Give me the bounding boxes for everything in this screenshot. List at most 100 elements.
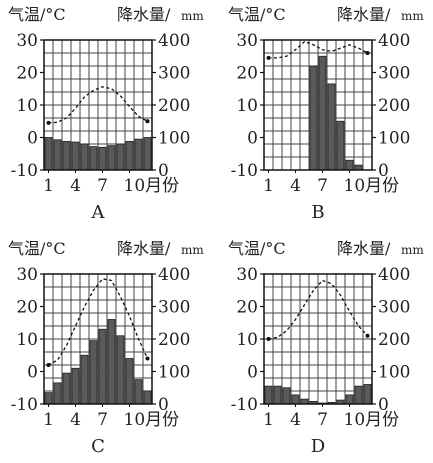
precipitation-bar [282,387,291,405]
precipitation-bar [125,358,134,405]
left-tick-label: 0 [247,129,258,149]
right-tick-label: 300 [158,298,190,318]
header-temperature: 气温/°C [8,5,66,24]
right-tick-label: 100 [158,363,190,383]
temperature-line [48,86,148,124]
precipitation-bar [336,120,345,171]
header-precipitation: 降水量/ [337,5,391,24]
right-tick-label: 100 [158,129,190,149]
precipitation-bar [89,146,98,171]
right-tick-label: 0 [378,395,389,415]
left-tick-label: 0 [27,129,38,149]
precipitation-bar [53,139,62,171]
precipitation-bar [44,137,53,171]
precipitation-bar [116,335,125,405]
left-tick-label: 10 [236,96,258,116]
x-tick-label: 10月份 [344,176,400,196]
panel-label: C [91,436,105,457]
x-tick-label: 4 [290,176,301,196]
x-tick-label: 10月份 [124,176,180,196]
left-tick-label: 20 [236,298,258,318]
precipitation-bar [345,159,354,171]
x-tick-label: 1 [263,410,274,430]
precipitation-bar [116,143,125,171]
right-tick-label: 400 [378,265,410,285]
panel-label: A [91,202,106,223]
precipitation-bar [134,138,143,171]
temperature-point [145,119,150,124]
precipitation-bar [291,394,300,405]
x-tick-label: 1 [43,410,54,430]
temperature-line [268,40,368,59]
right-tick-label: 300 [378,64,410,84]
header-temperature: 气温/°C [228,239,286,258]
header-precipitation: 降水量/ [337,239,391,258]
right-tick-label: 200 [378,330,410,350]
left-tick-label: 20 [16,298,38,318]
x-tick-label: 7 [317,410,328,430]
precipitation-bar [273,385,282,405]
header-precipitation-unit: mm [181,9,204,23]
x-tick-label: 4 [70,176,81,196]
x-tick-label: 1 [43,176,54,196]
left-tick-label: 20 [16,64,38,84]
left-tick-label: 0 [247,363,258,383]
header-precipitation-unit: mm [181,243,204,257]
panel-label: D [311,436,325,457]
precipitation-bar [89,340,98,405]
precipitation-bar [62,140,71,171]
precipitation-bar [318,55,327,171]
header-temperature: 气温/°C [228,5,286,24]
left-tick-label: 30 [16,265,38,285]
right-tick-label: 0 [158,161,169,181]
x-tick-label: 7 [317,176,328,196]
x-tick-label: 4 [70,410,81,430]
right-tick-label: 200 [158,96,190,116]
precipitation-bar [53,382,62,405]
header-precipitation-unit: mm [401,243,424,257]
left-tick-label: 30 [236,265,258,285]
right-tick-label: 300 [378,298,410,318]
temperature-point [145,356,150,361]
right-tick-label: 300 [158,64,190,84]
precipitation-bar [264,385,273,405]
left-tick-label: -10 [231,395,258,415]
x-tick-label: 10月份 [344,410,400,430]
left-tick-label: 10 [16,96,38,116]
temperature-line [48,278,149,366]
left-tick-label: -10 [231,161,258,181]
precipitation-bar [354,385,363,405]
precipitation-bar [327,83,336,171]
precipitation-bar [98,146,107,171]
precipitation-bar [125,140,134,171]
precipitation-bar [98,328,107,405]
right-tick-label: 400 [378,31,410,51]
precipitation-bar [80,143,89,171]
right-tick-label: 200 [378,96,410,116]
header-precipitation: 降水量/ [117,239,171,258]
right-tick-label: 400 [158,265,190,285]
left-tick-label: 10 [236,330,258,350]
temperature-point [46,120,51,125]
right-tick-label: 400 [158,31,190,51]
x-tick-label: 1 [263,176,274,196]
precipitation-bar [363,384,372,405]
precipitation-bar [345,394,354,405]
left-tick-label: 0 [27,363,38,383]
left-tick-label: 30 [16,31,38,51]
right-tick-label: 100 [378,129,410,149]
x-tick-label: 7 [97,410,108,430]
right-tick-label: 200 [158,330,190,350]
right-tick-label: 0 [378,161,389,181]
temperature-point [365,51,370,55]
x-tick-label: 4 [290,410,301,430]
precipitation-bar [107,319,116,405]
panel-label: B [311,202,324,223]
temperature-line [268,279,368,340]
header-temperature: 气温/°C [8,239,66,258]
temperature-point [46,363,51,367]
right-tick-label: 0 [158,395,169,415]
